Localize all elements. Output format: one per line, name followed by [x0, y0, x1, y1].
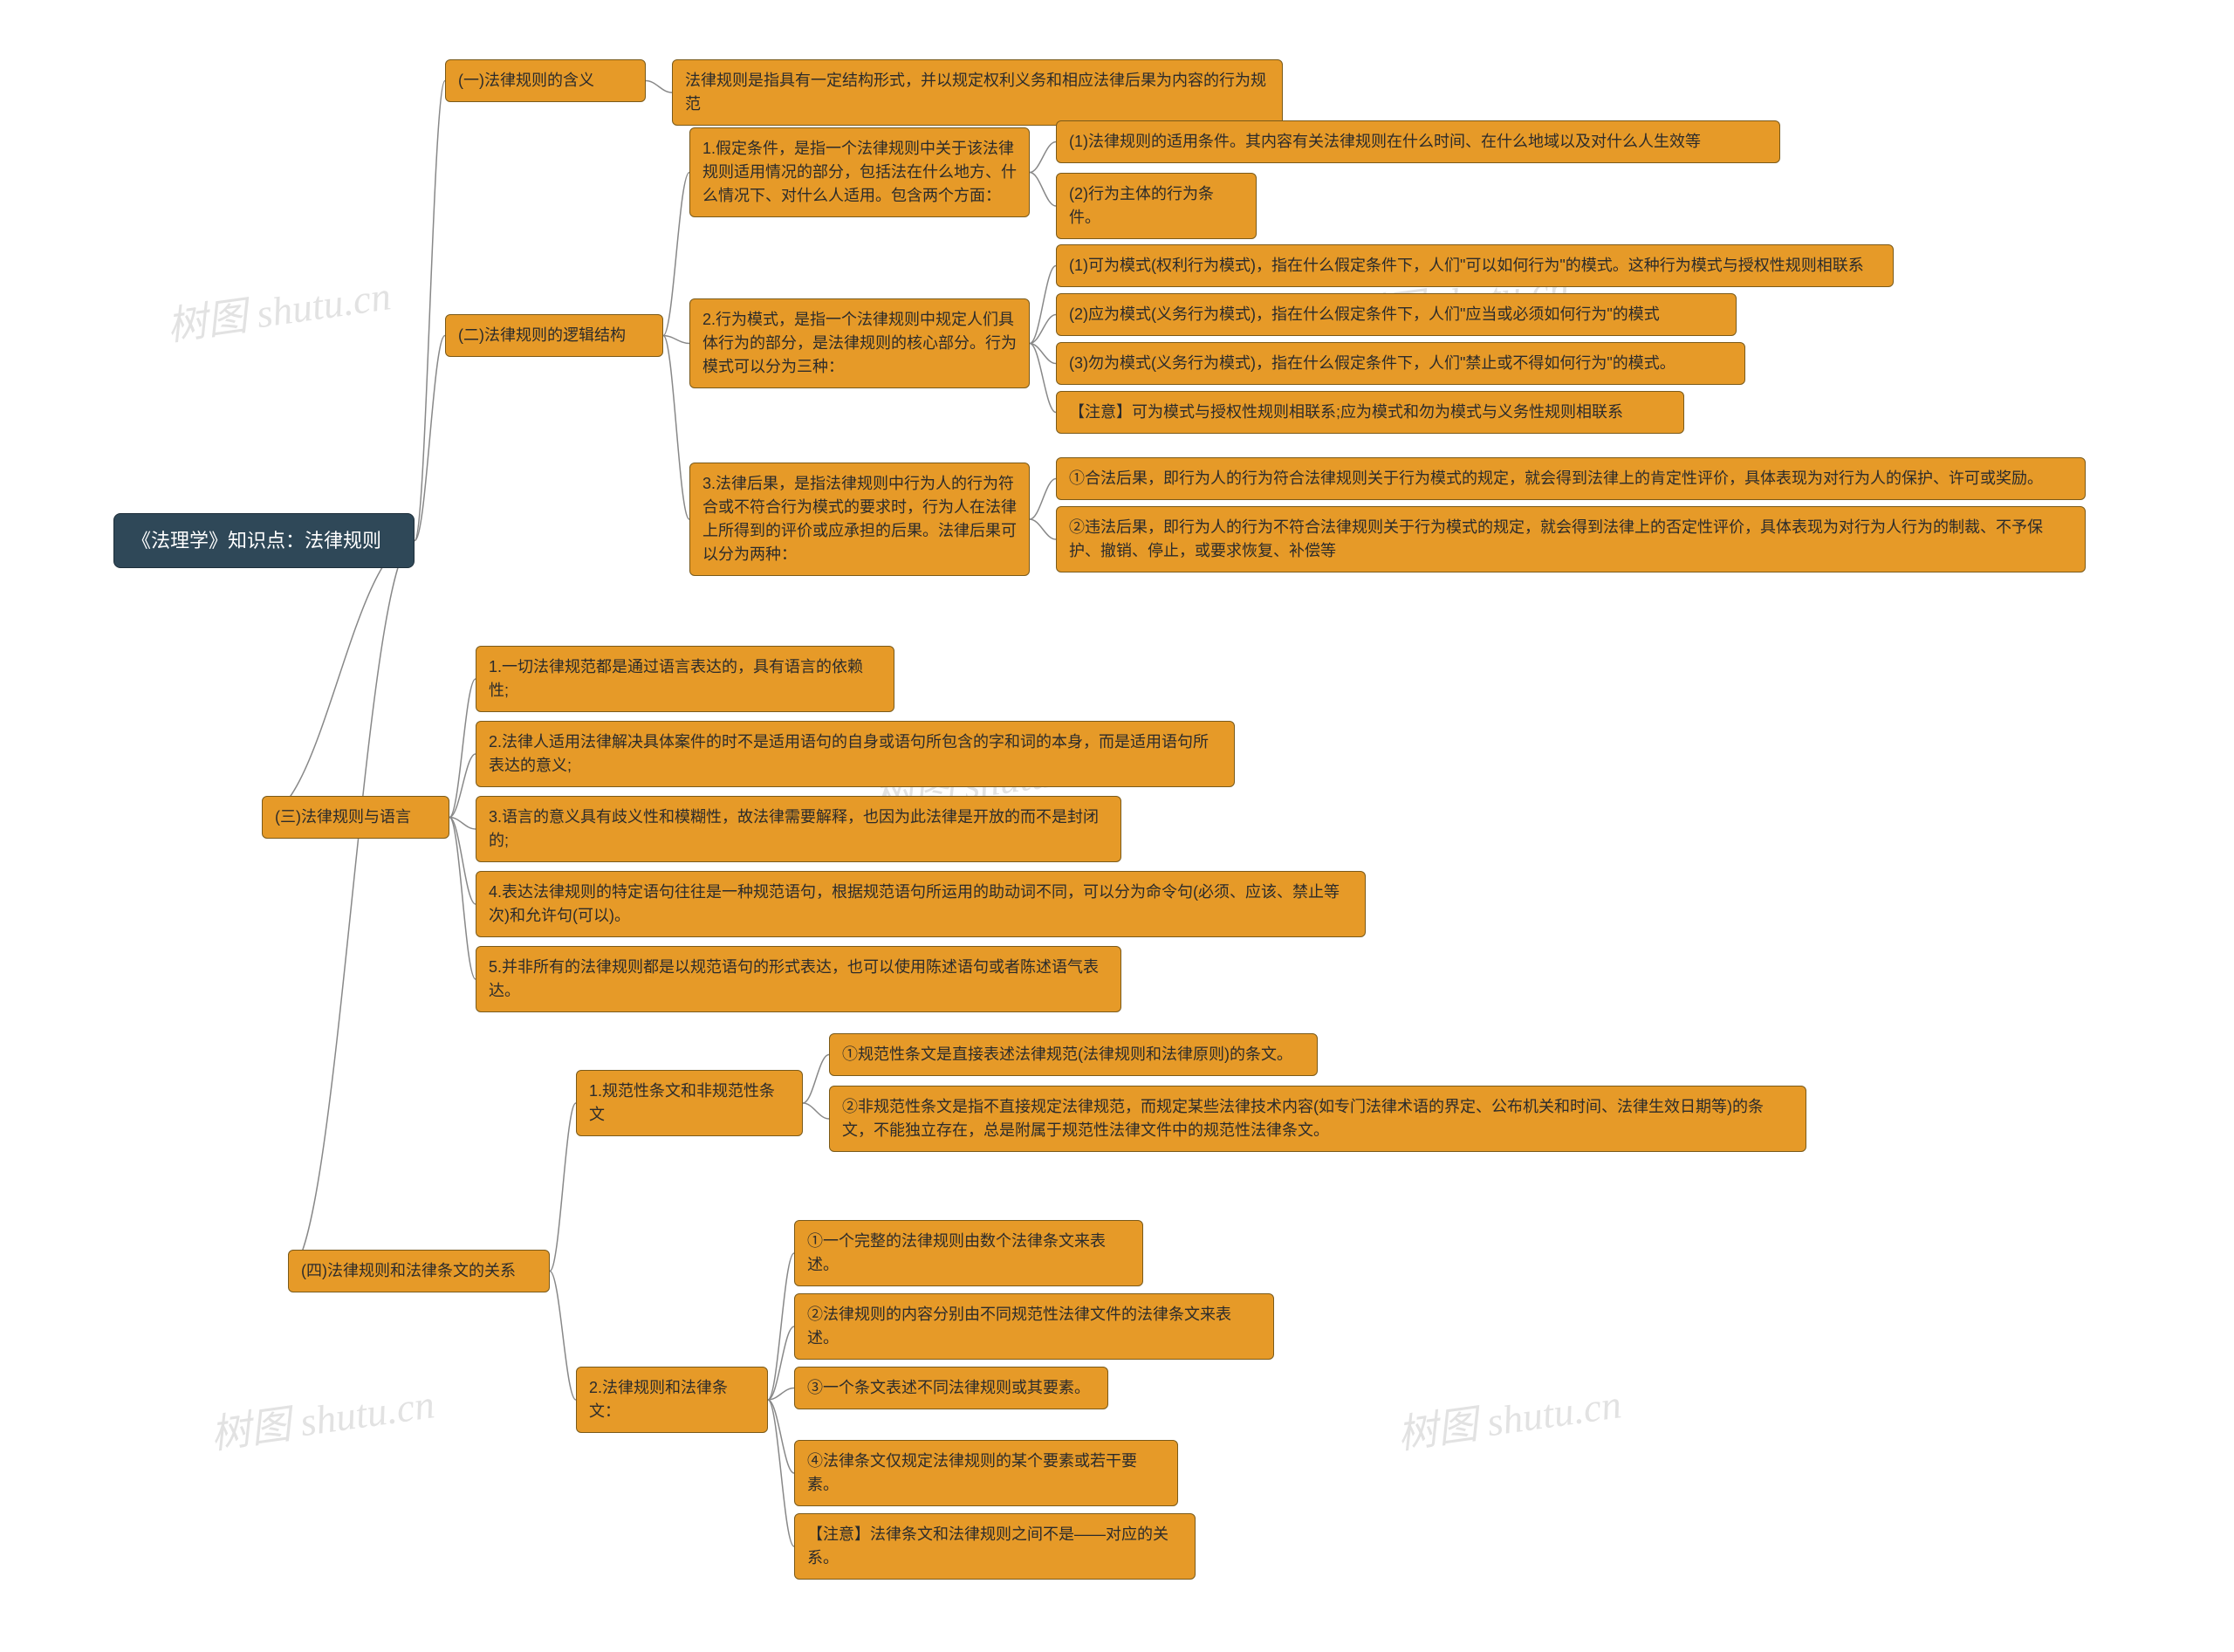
connector: [449, 679, 476, 818]
node-label: 2.行为模式，是指一个法律规则中规定人们具体行为的部分，是法律规则的核心部分。行…: [702, 311, 1017, 375]
mindmap-node-s4b4[interactable]: ④法律条文仅规定法律规则的某个要素或若干要素。: [794, 1440, 1178, 1506]
connector: [663, 173, 689, 336]
connector: [768, 1400, 794, 1546]
mindmap-node-s4[interactable]: (四)法律规则和法律条文的关系: [288, 1250, 550, 1292]
connector: [415, 336, 445, 541]
node-label: ①合法后果，即行为人的行为符合法律规则关于行为模式的规定，就会得到法律上的肯定性…: [1069, 470, 2043, 487]
connector: [803, 1103, 829, 1119]
node-label: 【注意】可为模式与授权性规则相联系;应为模式和勿为模式与义务性规则相联系: [1069, 403, 1623, 421]
mindmap-canvas: 树图 shutu.cn树图 shutu.cn树图 shutu.cn树图 shut…: [0, 0, 2234, 1652]
node-label: 2.法律规则和法律条文：: [589, 1379, 728, 1420]
node-label: (四)法律规则和法律条文的关系: [301, 1262, 516, 1279]
connector: [550, 1103, 576, 1272]
connector: [449, 818, 476, 905]
connector: [663, 336, 689, 520]
mindmap-node-s2b4[interactable]: 【注意】可为模式与授权性规则相联系;应为模式和勿为模式与义务性规则相联系: [1056, 391, 1684, 434]
connector: [1030, 479, 1056, 520]
connector: [550, 1272, 576, 1401]
node-label: 法律规则是指具有一定结构形式，并以规定权利义务和相应法律后果为内容的行为规范: [685, 72, 1266, 113]
connector: [1030, 266, 1056, 344]
mindmap-node-s2c2[interactable]: ②违法后果，即行为人的行为不符合法律规则关于行为模式的规定，就会得到法律上的否定…: [1056, 506, 2086, 572]
mindmap-node-s2a1[interactable]: (1)法律规则的适用条件。其内容有关法律规则在什么时间、在什么地域以及对什么人生…: [1056, 120, 1780, 163]
connector: [288, 541, 415, 1272]
watermark: 树图 shutu.cn: [207, 1372, 438, 1460]
node-label: (一)法律规则的含义: [458, 72, 594, 89]
mindmap-node-s4b2[interactable]: ②法律规则的内容分别由不同规范性法律文件的法律条文来表述。: [794, 1293, 1274, 1360]
mindmap-node-s3e[interactable]: 5.并非所有的法律规则都是以规范语句的形式表达，也可以使用陈述语句或者陈述语气表…: [476, 946, 1121, 1012]
node-label: 3.语言的意义具有歧义性和模糊性，故法律需要解释，也因为此法律是开放的而不是封闭…: [489, 808, 1099, 849]
connector: [768, 1253, 794, 1400]
node-label: 1.一切法律规范都是通过语言表达的，具有语言的依赖性;: [489, 658, 863, 699]
mindmap-node-s2b[interactable]: 2.行为模式，是指一个法律规则中规定人们具体行为的部分，是法律规则的核心部分。行…: [689, 298, 1030, 388]
mindmap-node-s4b[interactable]: 2.法律规则和法律条文：: [576, 1367, 768, 1433]
connector: [1030, 142, 1056, 173]
node-label: (三)法律规则与语言: [275, 808, 411, 826]
node-label: 4.表达法律规则的特定语句往往是一种规范语句，根据规范语句所运用的助动词不同，可…: [489, 883, 1340, 924]
connector: [1030, 519, 1056, 539]
node-label: 2.法律人适用法律解决具体案件的时不是适用语句的自身或语句所包含的字和词的本身，…: [489, 733, 1209, 774]
node-label: 3.法律后果，是指法律规则中行为人的行为符合或不符合行为模式的要求时，行为人在法…: [702, 475, 1017, 563]
connector: [1030, 315, 1056, 344]
connector: [663, 336, 689, 344]
node-label: ①规范性条文是直接表述法律规范(法律规则和法律原则)的条文。: [842, 1045, 1292, 1063]
mindmap-node-root[interactable]: 《法理学》知识点：法律规则: [113, 513, 415, 568]
node-label: 【注意】法律条文和法律规则之间不是——对应的关系。: [807, 1525, 1168, 1566]
mindmap-node-s3b[interactable]: 2.法律人适用法律解决具体案件的时不是适用语句的自身或语句所包含的字和词的本身，…: [476, 721, 1235, 787]
connector: [1030, 344, 1056, 364]
mindmap-node-s1a[interactable]: 法律规则是指具有一定结构形式，并以规定权利义务和相应法律后果为内容的行为规范: [672, 59, 1283, 126]
node-label: ④法律条文仅规定法律规则的某个要素或若干要素。: [807, 1452, 1137, 1493]
watermark: 树图 shutu.cn: [1394, 1372, 1625, 1460]
node-label: (2)行为主体的行为条件。: [1069, 185, 1214, 226]
connector: [1030, 173, 1056, 207]
connector: [768, 1388, 794, 1401]
mindmap-node-s3[interactable]: (三)法律规则与语言: [262, 796, 449, 839]
mindmap-node-s2b1[interactable]: (1)可为模式(权利行为模式)，指在什么假定条件下，人们"可以如何行为"的模式。…: [1056, 244, 1894, 287]
mindmap-node-s4a2[interactable]: ②非规范性条文是指不直接规定法律规范，而规定某些法律技术内容(如专门法律术语的界…: [829, 1086, 1806, 1152]
connector: [449, 818, 476, 830]
connector: [449, 754, 476, 818]
mindmap-node-s2a[interactable]: 1.假定条件，是指一个法律规则中关于该法律规则适用情况的部分，包括法在什么地方、…: [689, 127, 1030, 217]
node-label: ②违法后果，即行为人的行为不符合法律规则关于行为模式的规定，就会得到法律上的否定…: [1069, 518, 2043, 559]
mindmap-node-s2b2[interactable]: (2)应为模式(义务行为模式)，指在什么假定条件下，人们"应当或必须如何行为"的…: [1056, 293, 1737, 336]
connector: [768, 1326, 794, 1400]
mindmap-node-s2c1[interactable]: ①合法后果，即行为人的行为符合法律规则关于行为模式的规定，就会得到法律上的肯定性…: [1056, 457, 2086, 500]
mindmap-node-s2b3[interactable]: (3)勿为模式(义务行为模式)，指在什么假定条件下，人们"禁止或不得如何行为"的…: [1056, 342, 1745, 385]
mindmap-node-s4a[interactable]: 1.规范性条文和非规范性条文: [576, 1070, 803, 1136]
mindmap-node-s3d[interactable]: 4.表达法律规则的特定语句往往是一种规范语句，根据规范语句所运用的助动词不同，可…: [476, 871, 1366, 937]
mindmap-node-s4a1[interactable]: ①规范性条文是直接表述法律规范(法律规则和法律原则)的条文。: [829, 1033, 1318, 1076]
node-label: (1)法律规则的适用条件。其内容有关法律规则在什么时间、在什么地域以及对什么人生…: [1069, 133, 1701, 150]
watermark: 树图 shutu.cn: [163, 264, 394, 352]
node-label: 《法理学》知识点：法律规则: [132, 530, 381, 552]
mindmap-node-s2a2[interactable]: (2)行为主体的行为条件。: [1056, 173, 1257, 239]
connector: [768, 1400, 794, 1473]
node-label: 1.规范性条文和非规范性条文: [589, 1082, 775, 1123]
node-label: (3)勿为模式(义务行为模式)，指在什么假定条件下，人们"禁止或不得如何行为"的…: [1069, 354, 1676, 372]
node-label: (2)应为模式(义务行为模式)，指在什么假定条件下，人们"应当或必须如何行为"的…: [1069, 305, 1660, 323]
connector: [449, 818, 476, 980]
mindmap-node-s4b1[interactable]: ①一个完整的法律规则由数个法律条文来表述。: [794, 1220, 1143, 1286]
node-label: 5.并非所有的法律规则都是以规范语句的形式表达，也可以使用陈述语句或者陈述语气表…: [489, 958, 1099, 999]
node-label: (1)可为模式(权利行为模式)，指在什么假定条件下，人们"可以如何行为"的模式。…: [1069, 257, 1864, 274]
node-label: ①一个完整的法律规则由数个法律条文来表述。: [807, 1232, 1106, 1273]
node-label: ②非规范性条文是指不直接规定法律规范，而规定某些法律技术内容(如专门法律术语的界…: [842, 1098, 1764, 1139]
mindmap-node-s2c[interactable]: 3.法律后果，是指法律规则中行为人的行为符合或不符合行为模式的要求时，行为人在法…: [689, 463, 1030, 576]
connector: [803, 1055, 829, 1104]
connector: [262, 541, 415, 818]
node-label: ③一个条文表述不同法律规则或其要素。: [807, 1379, 1090, 1396]
mindmap-node-s3c[interactable]: 3.语言的意义具有歧义性和模糊性，故法律需要解释，也因为此法律是开放的而不是封闭…: [476, 796, 1121, 862]
mindmap-node-s2[interactable]: (二)法律规则的逻辑结构: [445, 314, 663, 357]
node-label: ②法律规则的内容分别由不同规范性法律文件的法律条文来表述。: [807, 1306, 1231, 1347]
mindmap-node-s4b3[interactable]: ③一个条文表述不同法律规则或其要素。: [794, 1367, 1108, 1409]
mindmap-node-s1[interactable]: (一)法律规则的含义: [445, 59, 646, 102]
connector: [415, 81, 445, 541]
mindmap-node-s3a[interactable]: 1.一切法律规范都是通过语言表达的，具有语言的依赖性;: [476, 646, 894, 712]
node-label: 1.假定条件，是指一个法律规则中关于该法律规则适用情况的部分，包括法在什么地方、…: [702, 140, 1017, 204]
connector: [1030, 344, 1056, 413]
node-label: (二)法律规则的逻辑结构: [458, 326, 626, 344]
mindmap-node-s4b5[interactable]: 【注意】法律条文和法律规则之间不是——对应的关系。: [794, 1513, 1196, 1580]
connector: [646, 81, 672, 93]
